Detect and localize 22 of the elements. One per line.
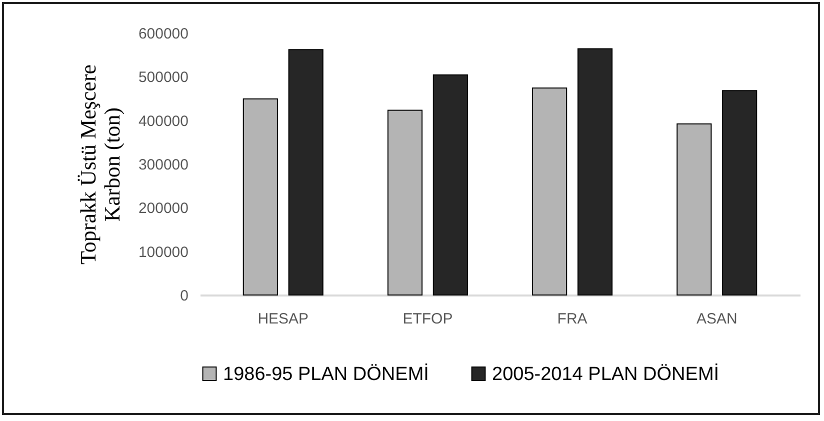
y-tick-label: 600000	[138, 26, 188, 42]
bar	[288, 49, 324, 296]
bar	[676, 123, 712, 296]
bar	[387, 110, 423, 296]
bar	[532, 88, 568, 296]
y-tick-label: 300000	[138, 156, 188, 174]
legend-label: 2005-2014 PLAN DÖNEMİ	[492, 362, 720, 385]
x-tick-label: ETFOP	[402, 310, 453, 328]
y-axis-title: Toprakk Üstü Meşcere Karbon (ton)	[75, 64, 124, 265]
x-tick-label: ASAN	[696, 310, 738, 328]
x-tick-label: FRA	[557, 310, 588, 328]
y-tick-label: 0	[180, 288, 188, 304]
bar	[577, 48, 613, 296]
y-tick-label: 200000	[138, 200, 188, 218]
y-tick-label: 100000	[138, 244, 188, 261]
y-tick-label: 400000	[138, 112, 188, 130]
y-tick-label: 500000	[138, 69, 188, 86]
legend-label: 1986-95 PLAN DÖNEMİ	[223, 362, 429, 385]
bar	[722, 90, 758, 296]
bar	[432, 74, 468, 296]
x-tick-label: HESAP	[258, 310, 309, 328]
bar	[242, 98, 278, 296]
